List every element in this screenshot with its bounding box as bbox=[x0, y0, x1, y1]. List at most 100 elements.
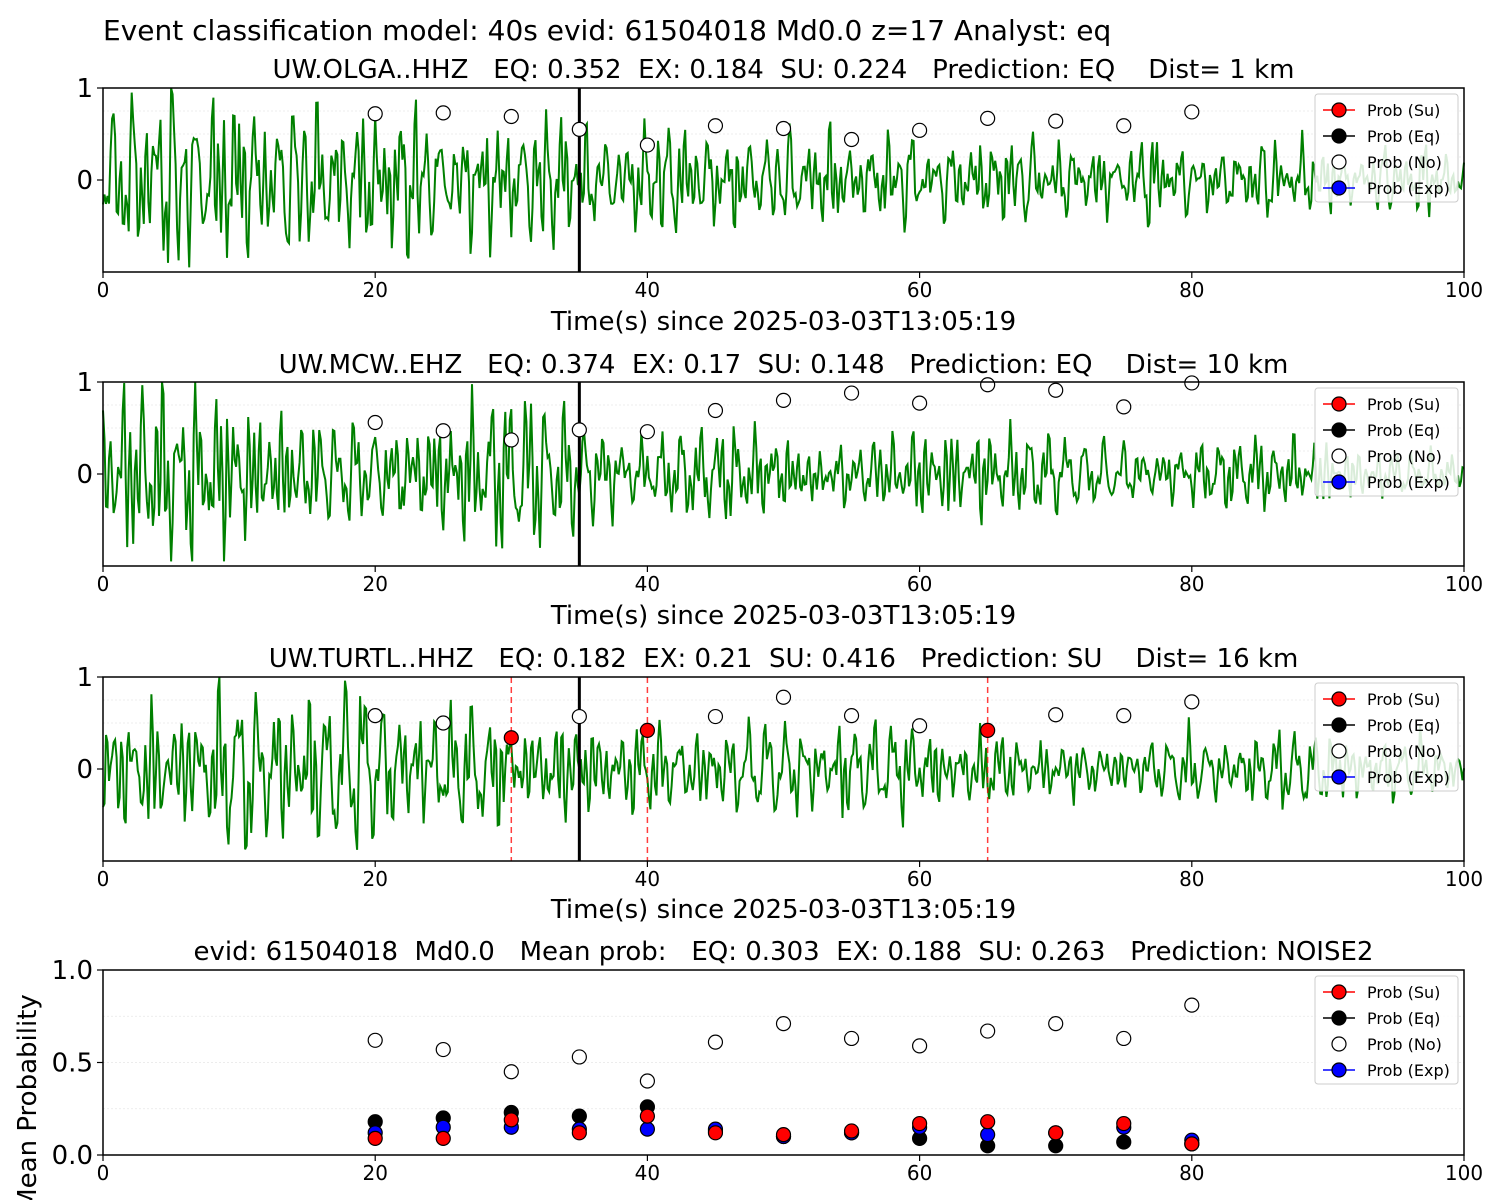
data-point bbox=[911, 718, 928, 734]
data-point bbox=[843, 1123, 860, 1139]
x-tick-label: 20 bbox=[362, 867, 387, 891]
data-point bbox=[639, 1121, 656, 1137]
data-point bbox=[1048, 1138, 1064, 1154]
data-point bbox=[775, 1016, 792, 1032]
legend-label: Prob (Exp) bbox=[1367, 768, 1450, 787]
data-point bbox=[1116, 118, 1132, 134]
legend-marker bbox=[1331, 743, 1347, 759]
data-point bbox=[775, 120, 792, 137]
legend-label: Prob (No) bbox=[1367, 447, 1442, 466]
data-point bbox=[571, 422, 587, 438]
legend-marker bbox=[1331, 180, 1347, 196]
x-tick-label: 80 bbox=[1179, 1161, 1204, 1185]
data-point bbox=[775, 689, 792, 705]
data-point bbox=[1184, 1136, 1200, 1152]
legend-label: Prob (Exp) bbox=[1367, 1061, 1450, 1080]
y-tick-label: 1 bbox=[76, 74, 93, 104]
legend-marker bbox=[1331, 396, 1347, 412]
legend-marker bbox=[1331, 769, 1347, 785]
data-point bbox=[911, 1115, 928, 1132]
data-point bbox=[435, 423, 451, 439]
data-point bbox=[843, 1030, 860, 1047]
data-point bbox=[639, 1073, 656, 1089]
legend-marker bbox=[1331, 984, 1347, 1000]
x-tick-label: 60 bbox=[907, 278, 932, 302]
legend: Prob (Su) Prob (Eq) Prob (No) Prob (Exp) bbox=[1314, 975, 1459, 1085]
legend: Prob (Su) Prob (Eq) Prob (No) Prob (Exp) bbox=[1314, 387, 1459, 497]
legend-marker bbox=[1331, 422, 1347, 438]
data-point bbox=[1048, 113, 1064, 129]
y-tick-label: 1 bbox=[76, 663, 93, 693]
figure-title: Event classification model: 40s evid: 61… bbox=[103, 14, 1111, 47]
data-point bbox=[843, 385, 860, 401]
legend-marker bbox=[1331, 448, 1347, 464]
x-tick-label: 100 bbox=[1445, 572, 1483, 596]
legend-marker bbox=[1331, 691, 1347, 707]
waveform-trace bbox=[102, 381, 1465, 562]
legend-label: Prob (Eq) bbox=[1367, 1009, 1440, 1028]
data-point bbox=[367, 708, 383, 724]
data-point bbox=[639, 722, 656, 738]
x-tick-label: 40 bbox=[635, 1161, 660, 1185]
legend: Prob (Su) Prob (Eq) Prob (No) Prob (Exp) bbox=[1314, 682, 1459, 792]
legend-marker bbox=[1331, 1062, 1347, 1078]
data-point bbox=[503, 108, 519, 125]
panel-2: 0 20 40 60 80 100 0 1 UW.MCW..EHZ EQ: 0.374 EX: … bbox=[76, 350, 1483, 631]
data-point bbox=[503, 730, 519, 746]
legend-label: Prob (Eq) bbox=[1367, 127, 1440, 146]
data-point bbox=[980, 1023, 996, 1039]
data-point bbox=[1184, 375, 1200, 391]
legend-marker bbox=[1331, 1010, 1347, 1026]
x-axis-label: Time(s) since 2025-03-03T13:05:19 bbox=[550, 895, 1016, 925]
waveform-trace bbox=[102, 676, 1465, 850]
x-tick-label: 60 bbox=[907, 1161, 932, 1185]
panel-title: UW.TURTL..HHZ EQ: 0.182 EX: 0.21 SU: 0.4… bbox=[269, 644, 1299, 674]
data-point bbox=[367, 106, 383, 122]
y-axis-label: Mean Probability bbox=[13, 994, 43, 1200]
legend-label: Prob (No) bbox=[1367, 153, 1442, 172]
legend-label: Prob (Eq) bbox=[1367, 716, 1440, 735]
data-point bbox=[571, 1049, 587, 1065]
x-tick-label: 80 bbox=[1179, 867, 1204, 891]
data-point bbox=[843, 131, 860, 148]
data-point bbox=[980, 1127, 996, 1143]
y-tick-label: 0 bbox=[76, 166, 93, 196]
data-point bbox=[707, 402, 724, 419]
x-axis-label: Time(s) since 2025-03-03T13:05:19 bbox=[550, 601, 1016, 631]
data-point bbox=[571, 1125, 587, 1141]
data-point bbox=[980, 722, 996, 738]
x-tick-label: 60 bbox=[907, 867, 932, 891]
data-point bbox=[1116, 1115, 1132, 1132]
x-tick-label: 80 bbox=[1179, 572, 1204, 596]
legend-box bbox=[1314, 387, 1459, 497]
data-point bbox=[571, 1108, 587, 1124]
data-point bbox=[367, 1032, 383, 1048]
data-point bbox=[435, 715, 451, 731]
legend-marker bbox=[1331, 717, 1347, 733]
data-point bbox=[1048, 382, 1064, 398]
legend-box bbox=[1314, 93, 1459, 203]
x-tick-label: 0 bbox=[97, 1161, 110, 1185]
legend-label: Prob (Exp) bbox=[1367, 179, 1450, 198]
data-point bbox=[503, 1112, 519, 1128]
panel-3: 0 20 40 60 80 100 0 1 UW.TURTL..HHZ EQ: 0.182 EX… bbox=[76, 644, 1483, 925]
x-tick-label: 20 bbox=[362, 278, 387, 302]
legend: Prob (Su) Prob (Eq) Prob (No) Prob (Exp) bbox=[1314, 93, 1459, 203]
data-point bbox=[1184, 104, 1200, 120]
data-point bbox=[435, 1130, 451, 1146]
data-point bbox=[911, 395, 928, 411]
legend-marker bbox=[1331, 102, 1347, 118]
y-tick-label: 1 bbox=[76, 368, 93, 398]
data-point bbox=[503, 1064, 519, 1080]
legend-box bbox=[1314, 682, 1459, 792]
x-tick-label: 40 bbox=[635, 867, 660, 891]
data-point bbox=[1116, 399, 1132, 415]
data-point bbox=[1184, 997, 1200, 1013]
x-tick-label: 60 bbox=[907, 572, 932, 596]
panel-4: 0 20 40 60 80 100 0.0 0.5 1.0 evid: 61504018 Md0.… bbox=[13, 937, 1483, 1200]
x-axis-label: Time(s) since 2025-03-03T13:05:19 bbox=[550, 307, 1016, 337]
data-point bbox=[571, 708, 587, 725]
data-point bbox=[1116, 708, 1132, 724]
legend-label: Prob (Su) bbox=[1367, 395, 1440, 414]
